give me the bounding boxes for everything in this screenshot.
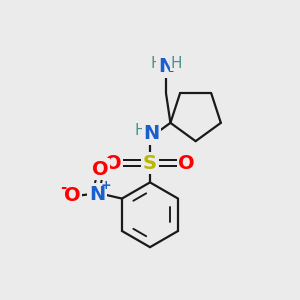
Text: H: H [171, 56, 182, 71]
Text: H: H [151, 56, 162, 71]
Text: O: O [178, 154, 195, 173]
Text: O: O [64, 186, 80, 205]
Text: N: N [143, 124, 160, 143]
Text: O: O [105, 154, 122, 173]
Text: N: N [158, 57, 174, 76]
Text: -: - [60, 180, 66, 195]
Text: H: H [135, 123, 146, 138]
Text: N: N [89, 185, 105, 204]
Text: +: + [100, 179, 111, 192]
Text: O: O [92, 160, 108, 178]
Text: S: S [143, 154, 157, 173]
